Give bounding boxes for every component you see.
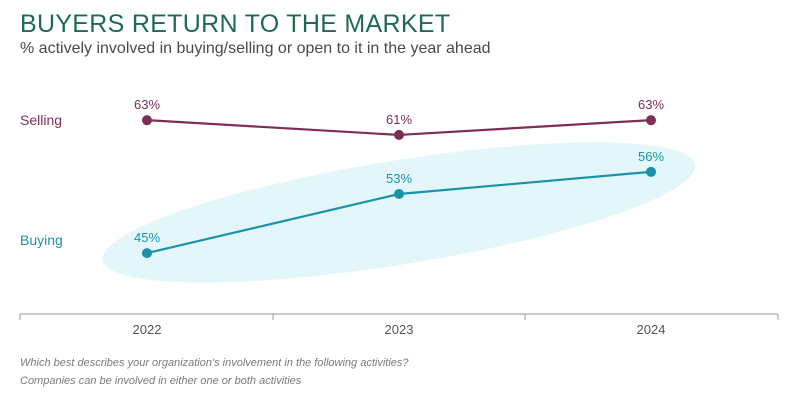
selling-series-label: Selling: [20, 112, 62, 128]
buying-series-label: Buying: [20, 232, 63, 248]
buying-point-2023: [394, 189, 404, 199]
chart-title: BUYERS RETURN TO THE MARKET: [20, 10, 451, 38]
selling-point-2024: [646, 115, 656, 126]
selling-data-label-2024: 63%: [638, 97, 664, 112]
selling-data-label-2023: 61%: [386, 112, 412, 127]
x-tick-label-2023: 2023: [385, 322, 414, 337]
buying-data-label-2023: 53%: [386, 171, 412, 186]
selling-point-2022: [142, 115, 152, 126]
buying-highlight-ellipse: [102, 142, 696, 283]
selling-data-label-2022: 63%: [134, 97, 160, 112]
selling-point-2023: [394, 129, 404, 140]
buying-point-2022: [142, 248, 152, 259]
x-tick-label-2022: 2022: [133, 322, 162, 337]
buying-data-label-2024: 56%: [638, 149, 664, 164]
footnote-note: Companies can be involved in either one …: [20, 375, 302, 387]
chart-subtitle: % actively involved in buying/selling or…: [20, 40, 491, 57]
buying-point-2024: [646, 166, 656, 177]
buying-data-label-2022: 45%: [134, 230, 160, 245]
x-tick-label-2024: 2024: [637, 322, 666, 337]
footnote-question: Which best describes your organization's…: [20, 357, 409, 369]
footnotes: Which best describes your organization's…: [20, 354, 409, 390]
